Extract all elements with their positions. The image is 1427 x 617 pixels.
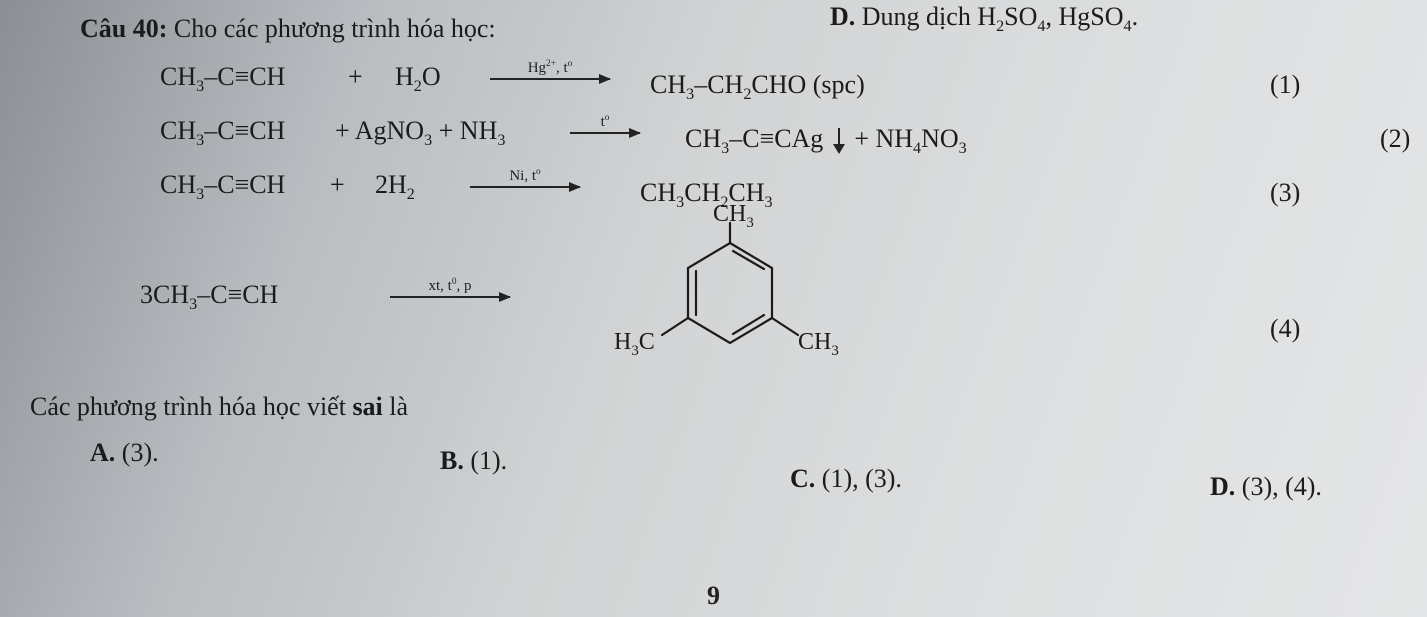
eq1-lhs-ch3cch: CH3–C≡CH [160,62,285,92]
eq3-tag: (3) [1270,178,1300,208]
option-a-text: (3). [122,438,159,467]
option-a-label: A. [90,438,115,467]
eq2-arrow-shaft [570,132,640,134]
eq2-lhs-ch3cch: CH3–C≡CH [160,116,285,146]
eq4-lhs: 3CH3–C≡CH [140,280,278,310]
eq4-tag: (4) [1270,314,1300,344]
eq3-plus: + [330,170,345,200]
eq1-h2o: H2O [395,62,441,92]
option-c-text: (1), (3). [822,464,902,493]
prev-d-label: D. [830,2,862,31]
option-b: B. (1). [440,446,507,476]
precipitate-down-arrow-icon [832,128,846,154]
ring-ch3-top: CH3 [713,201,754,228]
prev-d-text: Dung dịch H2SO4, HgSO4. [862,2,1138,31]
eq4-cond: xt, t0, p [429,279,472,294]
benzene-ring-svg [600,215,860,385]
eq2-tag: (2) [1380,124,1410,154]
eq4-arrow: xt, t0, p [390,279,510,298]
eq2-rhs-pre: CH3–C≡CAg [685,124,823,153]
subq-pre: Các phương trình hóa học viết [30,392,352,421]
option-d-label: D. [1210,472,1235,501]
q40-header: Câu 40: Cho các phương trình hóa học: [80,14,496,44]
eq2-rhs: CH3–C≡CAg + NH4NO3 [685,124,967,154]
subq-prompt: Các phương trình hóa học viết sai là [30,392,408,422]
option-c-label: C. [790,464,815,493]
q40-number: Câu 40: [80,14,167,43]
q40-prompt: Cho các phương trình hóa học: [174,14,496,43]
eq1-arrow: Hg2+, to [490,61,610,80]
eq1-tag: (1) [1270,70,1300,100]
eq1-cond: Hg2+, to [528,61,573,76]
option-b-text: (1). [470,446,507,475]
page-number: 9 [0,581,1427,611]
subq-post: là [383,392,408,421]
ring-h3c-left: H3C [614,329,655,356]
subq-sai: sai [352,392,382,421]
eq1-arrow-shaft [490,78,610,80]
eq3-arrow: Ni, to [470,169,580,188]
eq2-arrow: to [570,115,640,134]
eq3-h2: 2H2 [375,170,415,200]
eq3-lhs-ch3cch: CH3–C≡CH [160,170,285,200]
option-d: D. (3), (4). [1210,472,1322,502]
option-a: A. (3). [90,438,159,468]
eq1-rhs: CH3–CH2CHO (spc) [650,70,865,100]
eq3-arrow-shaft [470,186,580,188]
eq4-arrow-shaft [390,296,510,298]
option-c: C. (1), (3). [790,464,902,494]
eq3-cond: Ni, to [509,169,540,184]
eq2-plus-ag: + AgNO3 + NH3 [335,116,505,146]
eq1-plus: + [348,62,363,92]
option-d-text: (3), (4). [1242,472,1322,501]
option-b-label: B. [440,446,464,475]
benzene-ring: CH3 H3C CH3 [600,215,860,392]
eq2-cond: to [601,115,610,130]
prev-option-d: D. Dung dịch H2SO4, HgSO4. [830,2,1138,32]
ring-ch3-right: CH3 [798,329,839,356]
eq2-rhs-post: + NH4NO3 [854,124,966,153]
page-root: D. Dung dịch H2SO4, HgSO4. Câu 40: Cho c… [0,0,1427,617]
